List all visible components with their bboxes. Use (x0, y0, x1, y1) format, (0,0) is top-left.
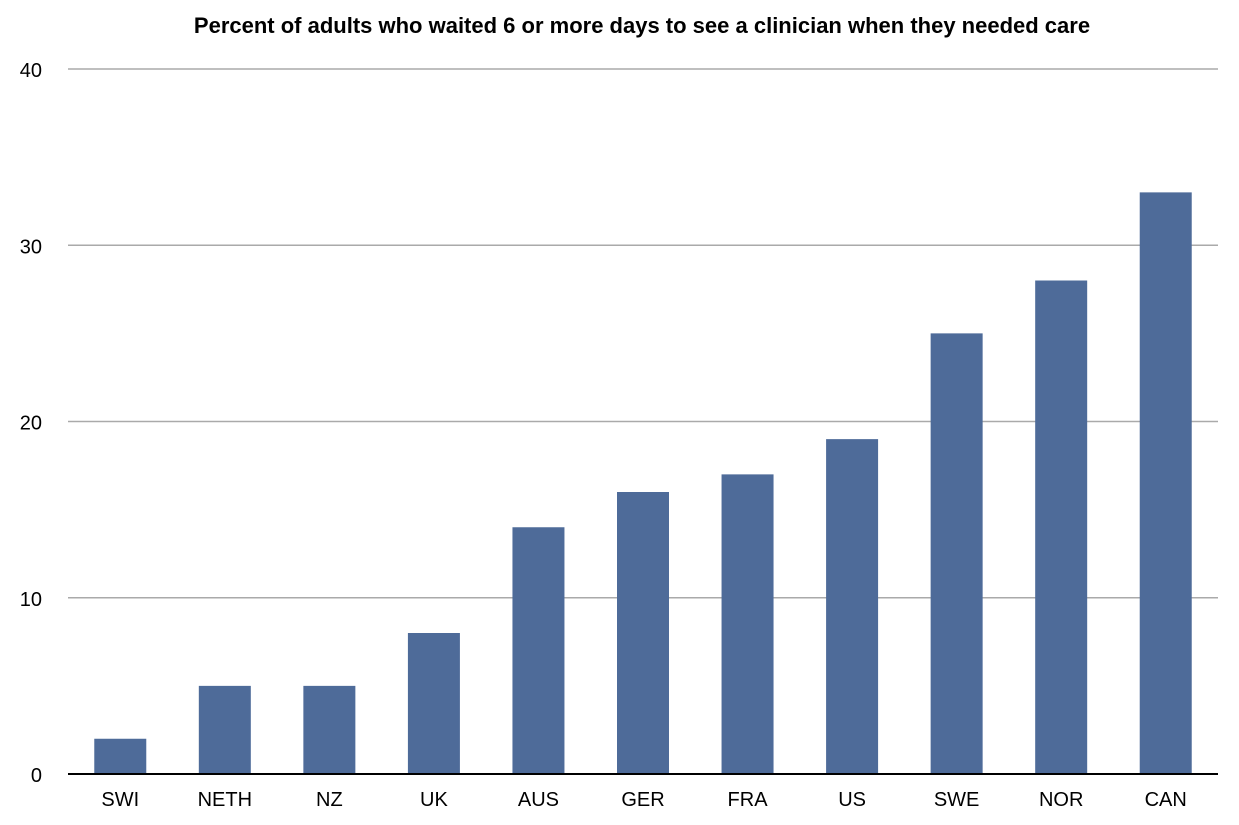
y-tick-label: 0 (31, 765, 42, 787)
bar-can (1139, 192, 1192, 774)
bar-fra (721, 474, 774, 774)
bar-swe (930, 333, 983, 774)
x-tick-label: GER (621, 789, 664, 811)
x-tick-label: UK (420, 789, 448, 811)
x-tick-label: NETH (198, 789, 252, 811)
x-tick-label: US (838, 789, 866, 811)
bar-us (826, 439, 879, 774)
y-tick-label: 40 (20, 60, 42, 82)
chart-title: Percent of adults who waited 6 or more d… (193, 13, 1091, 38)
y-tick-label: 30 (20, 236, 42, 258)
x-tick-label: CAN (1145, 789, 1187, 811)
bar-neth (198, 685, 251, 774)
bar-uk (407, 633, 460, 774)
x-tick-label: AUS (518, 789, 559, 811)
x-tick-label: FRA (728, 789, 769, 811)
bars (94, 192, 1192, 774)
gridlines (68, 68, 1218, 599)
tick-labels: 0 10 20 30 40 SWI NETH NZ UK AUS GER FRA US SWE NOR CAN (20, 60, 1187, 811)
x-tick-label: SWE (934, 789, 980, 811)
bar-nor (1035, 280, 1088, 774)
bar-swi (94, 738, 147, 774)
bar-aus (512, 527, 565, 774)
y-tick-label: 10 (20, 589, 42, 611)
bar-ger (617, 492, 669, 774)
x-tick-label: NZ (316, 789, 343, 811)
x-tick-label: SWI (101, 789, 139, 811)
y-tick-label: 20 (20, 413, 42, 435)
x-tick-label: NOR (1039, 789, 1083, 811)
bar-nz (303, 685, 356, 774)
